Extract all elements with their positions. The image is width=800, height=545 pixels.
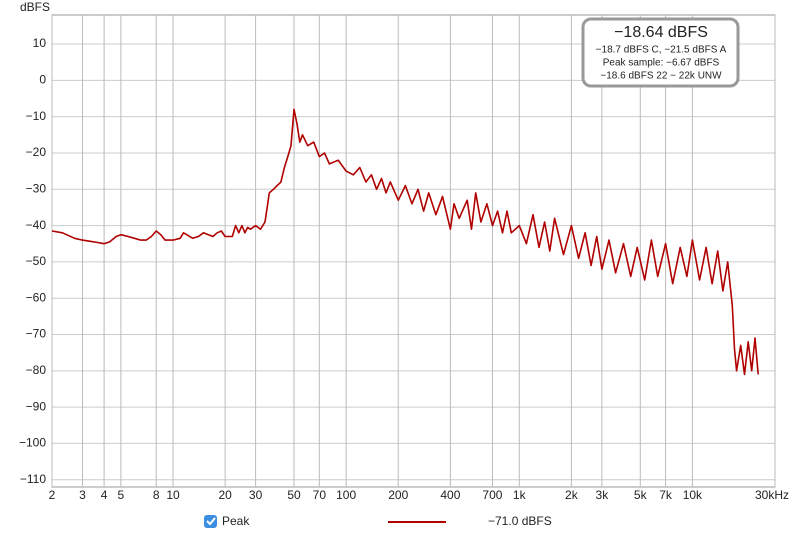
x-tick-label: 50 [287,488,301,502]
x-tick-label: 2 [49,488,56,502]
y-tick-label: −70 [26,327,47,341]
x-tick-label: 30 [249,488,263,502]
readout-line: Peak sample: −6.67 dBFS [603,58,720,69]
readout-box [581,17,740,88]
readout-line: −18.6 dBFS 22 − 22k UNW [600,71,722,82]
x-tick-label: 7k [659,488,673,502]
x-tick-label: 3 [79,488,86,502]
x-tick-label: 400 [440,488,460,502]
y-tick-label: −40 [26,218,47,232]
x-tick-label: 100 [336,488,356,502]
y-tick-label: −90 [26,399,47,413]
x-tick-label: 5k [634,488,648,502]
x-tick-label: 200 [388,488,408,502]
y-tick-label: −110 [20,472,46,486]
y-tick-label: −20 [26,145,47,159]
y-tick-label: −50 [26,254,47,268]
x-tick-label: 3k [596,488,610,502]
readout-main: −18.64 dBFS [614,24,708,41]
x-tick-label: 30kHz [755,488,789,502]
y-tick-label: 10 [33,36,47,50]
legend-checkbox[interactable] [204,515,217,528]
y-tick-label: −60 [26,290,47,304]
x-tick-label: 700 [482,488,502,502]
checkmark [206,517,216,526]
x-tick-label: 2k [565,488,579,502]
legend-label[interactable]: Peak [222,514,250,528]
legend-value: −71.0 dBFS [488,514,552,528]
y-axis-label: dBFS [20,0,50,14]
x-tick-label: 5 [118,488,125,502]
x-tick-label: 70 [313,488,327,502]
y-tick-label: −30 [26,181,47,195]
y-tick-label: 0 [39,73,46,87]
y-tick-label: −80 [26,363,47,377]
x-tick-label: 8 [153,488,160,502]
x-tick-label: 20 [218,488,232,502]
x-tick-label: 10k [683,488,703,502]
readout-line: −18.7 dBFS C, −21.5 dBFS A [596,45,727,56]
y-tick-label: −100 [19,436,46,450]
plot-area [51,14,776,488]
data-line [51,108,759,376]
x-tick-label: 10 [166,488,180,502]
x-tick-label: 4 [101,488,108,502]
y-tick-label: −10 [26,109,47,123]
x-tick-label: 1k [513,488,527,502]
